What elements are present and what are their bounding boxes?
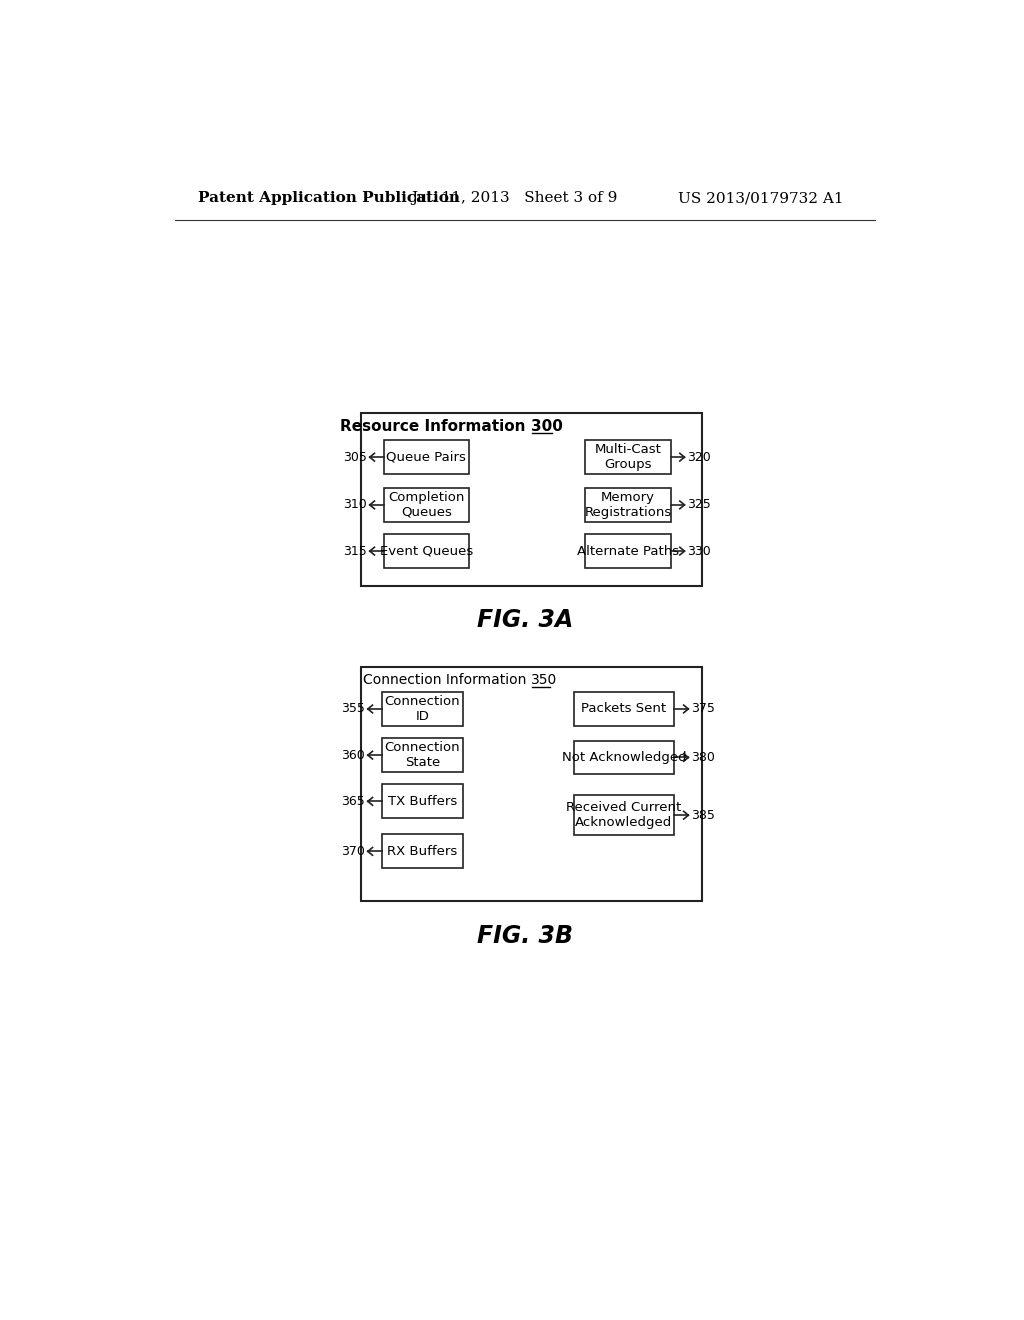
FancyBboxPatch shape bbox=[586, 441, 671, 474]
Text: Event Queues: Event Queues bbox=[380, 545, 473, 557]
Text: FIG. 3A: FIG. 3A bbox=[477, 609, 572, 632]
Text: 355: 355 bbox=[341, 702, 365, 715]
Text: 310: 310 bbox=[343, 499, 367, 511]
Text: Completion
Queues: Completion Queues bbox=[388, 491, 465, 519]
Text: Packets Sent: Packets Sent bbox=[582, 702, 667, 715]
FancyBboxPatch shape bbox=[360, 412, 701, 586]
Text: Jul. 11, 2013   Sheet 3 of 9: Jul. 11, 2013 Sheet 3 of 9 bbox=[411, 191, 617, 206]
FancyBboxPatch shape bbox=[382, 834, 463, 869]
Text: RX Buffers: RX Buffers bbox=[387, 845, 458, 858]
Text: 350: 350 bbox=[531, 673, 557, 688]
FancyBboxPatch shape bbox=[586, 535, 671, 568]
Text: 385: 385 bbox=[691, 809, 716, 822]
FancyBboxPatch shape bbox=[384, 535, 469, 568]
FancyBboxPatch shape bbox=[384, 441, 469, 474]
Text: Received Current
Acknowledged: Received Current Acknowledged bbox=[566, 801, 682, 829]
FancyBboxPatch shape bbox=[586, 488, 671, 521]
Text: 305: 305 bbox=[343, 450, 367, 463]
Text: Queue Pairs: Queue Pairs bbox=[386, 450, 466, 463]
Text: Not Acknowledged: Not Acknowledged bbox=[562, 751, 686, 764]
Text: Connection Information: Connection Information bbox=[364, 673, 531, 688]
Text: Multi-Cast
Groups: Multi-Cast Groups bbox=[595, 444, 662, 471]
FancyBboxPatch shape bbox=[573, 692, 675, 726]
Text: Alternate Paths: Alternate Paths bbox=[577, 545, 679, 557]
Text: 325: 325 bbox=[687, 499, 712, 511]
FancyBboxPatch shape bbox=[382, 692, 463, 726]
FancyBboxPatch shape bbox=[360, 667, 701, 902]
Text: Patent Application Publication: Patent Application Publication bbox=[198, 191, 460, 206]
Text: 360: 360 bbox=[341, 748, 365, 762]
FancyBboxPatch shape bbox=[573, 795, 675, 836]
Text: 370: 370 bbox=[341, 845, 365, 858]
FancyBboxPatch shape bbox=[384, 488, 469, 521]
Text: 300: 300 bbox=[531, 418, 563, 434]
FancyBboxPatch shape bbox=[573, 741, 675, 775]
Text: Connection
State: Connection State bbox=[385, 741, 461, 770]
Text: 375: 375 bbox=[691, 702, 716, 715]
Text: 380: 380 bbox=[691, 751, 716, 764]
Text: FIG. 3B: FIG. 3B bbox=[477, 924, 572, 948]
FancyBboxPatch shape bbox=[382, 784, 463, 818]
Text: US 2013/0179732 A1: US 2013/0179732 A1 bbox=[678, 191, 844, 206]
Text: 320: 320 bbox=[687, 450, 712, 463]
Text: 315: 315 bbox=[343, 545, 367, 557]
Text: 365: 365 bbox=[341, 795, 365, 808]
Text: Resource Information: Resource Information bbox=[340, 418, 531, 434]
Text: TX Buffers: TX Buffers bbox=[388, 795, 457, 808]
Text: Memory
Registrations: Memory Registrations bbox=[585, 491, 672, 519]
Text: Connection
ID: Connection ID bbox=[385, 694, 461, 723]
Text: 330: 330 bbox=[687, 545, 712, 557]
FancyBboxPatch shape bbox=[382, 738, 463, 772]
